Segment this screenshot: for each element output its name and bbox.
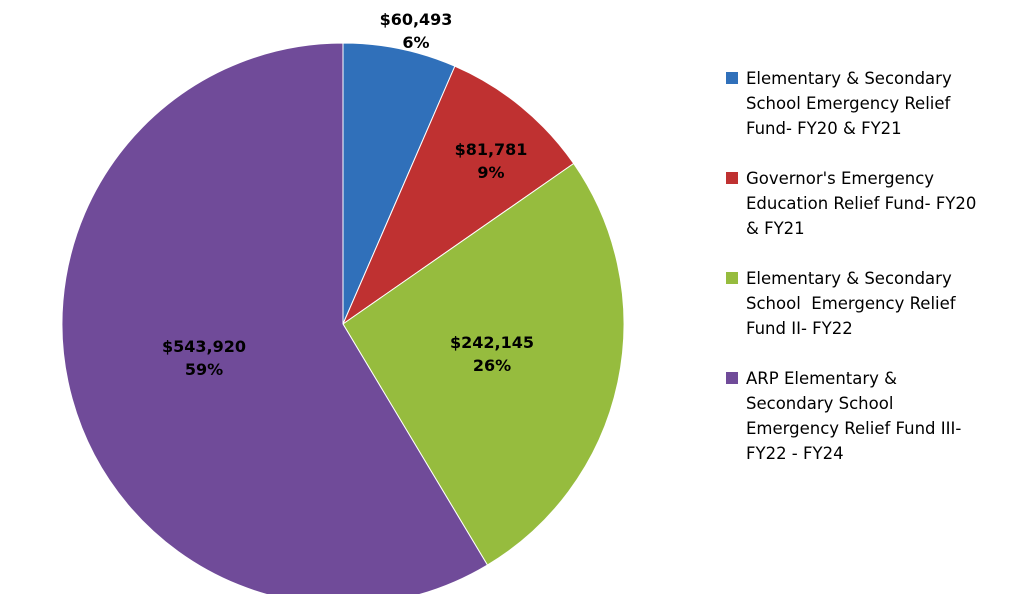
- legend-text-line: & FY21: [746, 219, 805, 238]
- slice-value-label-1: $60,493: [380, 10, 453, 29]
- pie-slice-4: [61, 42, 489, 594]
- pie-slice-1: [342, 42, 456, 325]
- slice-percent-label-1: 6%: [402, 33, 429, 52]
- legend-text-line: Elementary & Secondary: [746, 69, 952, 88]
- slice-value-label-4: $543,920: [162, 337, 246, 356]
- slice-percent-label-3: 26%: [473, 356, 511, 375]
- legend-text-line: School Emergency Relief: [746, 294, 956, 313]
- pie-slice-3: [342, 162, 625, 566]
- pie-slice-2: [341, 65, 575, 326]
- legend-text-line: Fund- FY20 & FY21: [746, 119, 902, 138]
- legend-text-line: FY22 - FY24: [746, 444, 844, 463]
- legend-swatch-3: [726, 272, 738, 284]
- legend-text-line: Emergency Relief Fund III-: [746, 419, 962, 438]
- legend-text-line: Governor's Emergency: [746, 169, 935, 188]
- legend-text-line: Education Relief Fund- FY20: [746, 194, 977, 213]
- legend-swatch-2: [726, 172, 738, 184]
- legend-text-line: Secondary School: [746, 394, 894, 413]
- legend-text-line: Fund II- FY22: [746, 319, 853, 338]
- legend-swatch-4: [726, 372, 738, 384]
- legend-swatch-1: [726, 72, 738, 84]
- legend: Elementary & Secondary School Emergency R…: [726, 66, 1016, 491]
- legend-item-4: ARP Elementary & Secondary School Emergenc…: [726, 366, 1016, 466]
- legend-text-line: ARP Elementary &: [746, 369, 898, 388]
- legend-item-2: Governor's Emergency Education Relief Fun…: [726, 166, 1016, 241]
- legend-item-3: Elementary & Secondary School Emergency R…: [726, 266, 1016, 341]
- slice-percent-label-2: 9%: [477, 163, 504, 182]
- slice-value-label-3: $242,145: [450, 333, 534, 352]
- slice-percent-label-4: 59%: [185, 360, 223, 379]
- legend-text-line: School Emergency Relief: [746, 94, 951, 113]
- slice-value-label-2: $81,781: [455, 140, 528, 159]
- legend-item-1: Elementary & Secondary School Emergency R…: [726, 66, 1016, 141]
- legend-text-line: Elementary & Secondary: [746, 269, 952, 288]
